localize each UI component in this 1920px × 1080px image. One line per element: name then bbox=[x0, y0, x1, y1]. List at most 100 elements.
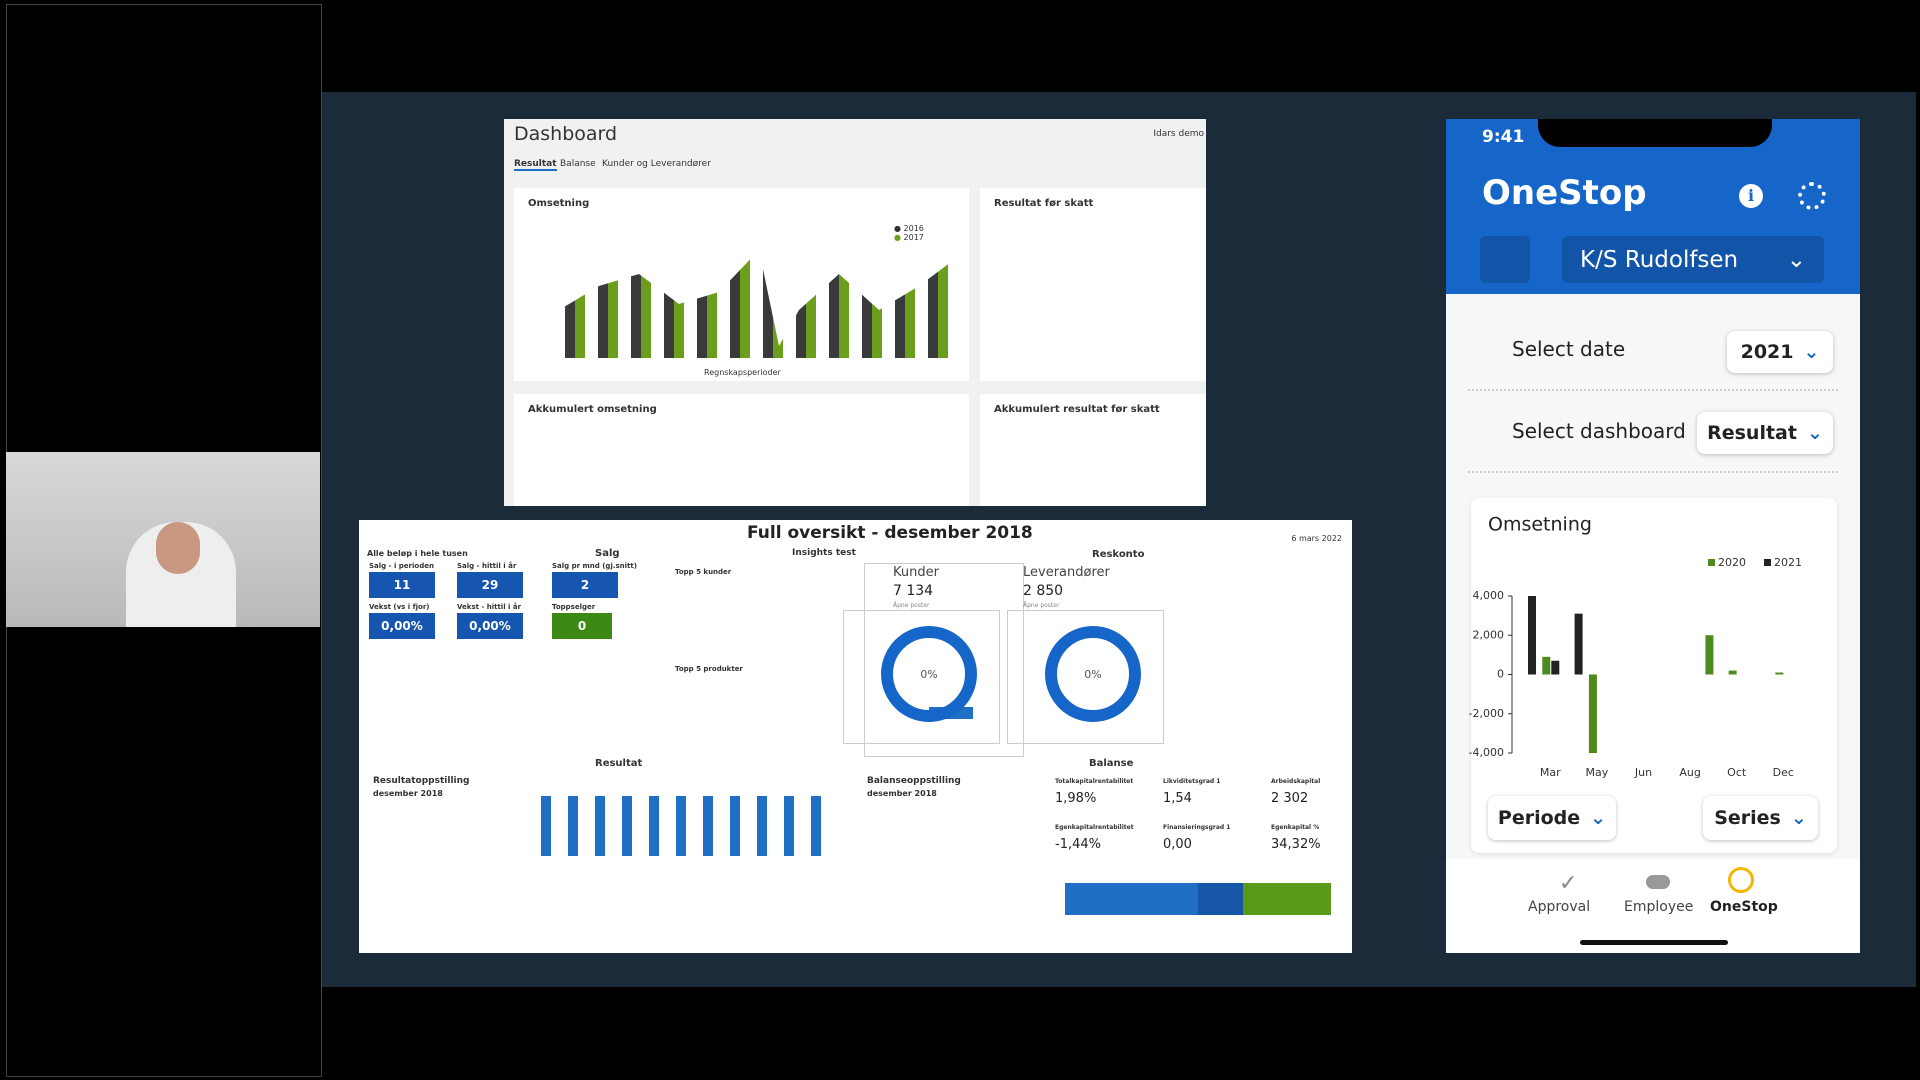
y-tick-label: 4,000 bbox=[1473, 589, 1505, 602]
y-tick-label: -2,000 bbox=[1469, 707, 1504, 720]
dash-label: Select dashboard bbox=[1512, 419, 1686, 443]
bar bbox=[1528, 596, 1536, 675]
ratio-label: Finansieringsgrad 1 bbox=[1163, 824, 1231, 831]
x-tick-label: Jun bbox=[1634, 766, 1652, 779]
chevron: ⌄ bbox=[1786, 246, 1806, 273]
webcam bbox=[6, 452, 320, 627]
list-title: Topp 5 kunder bbox=[675, 568, 732, 576]
panel: Akkumulert omsetning bbox=[514, 394, 969, 506]
kpi-value: 0,00% bbox=[457, 613, 523, 639]
ratio-value: 1,98% bbox=[1055, 791, 1097, 806]
y-tick-label: -4,000 bbox=[1469, 746, 1504, 759]
date: 6 mars 2022 bbox=[1291, 534, 1342, 543]
ratio-value: 1,54 bbox=[1163, 791, 1192, 806]
dashboard-window: Dashboard Idars demo Resultat Balanse Ku… bbox=[504, 119, 1206, 506]
section: Reskonto bbox=[1092, 549, 1145, 560]
dash-select[interactable]: Resultat ⌄ bbox=[1697, 412, 1833, 454]
legend-swatch bbox=[1764, 559, 1771, 566]
chart-title: Omsetning bbox=[1488, 514, 1592, 536]
kpi-label: Salg pr mnd (gj.snitt) bbox=[552, 562, 637, 570]
chevron: ⌄ bbox=[1803, 341, 1820, 363]
kpi-value: 2 bbox=[552, 572, 618, 598]
ratio-value: -1,44% bbox=[1055, 837, 1101, 852]
app-title: OneStop bbox=[1482, 173, 1647, 213]
periode-button[interactable]: Periode ⌄ bbox=[1488, 796, 1616, 840]
value: 2 850 bbox=[1023, 583, 1064, 599]
button-label: Series bbox=[1714, 807, 1781, 829]
sub: Åpne poster bbox=[893, 602, 930, 609]
sub: Åpne poster bbox=[1023, 602, 1060, 609]
bar bbox=[1551, 660, 1560, 675]
panel-title: Resultat før skatt bbox=[994, 198, 1094, 209]
bars-graphic bbox=[559, 250, 959, 358]
company-select[interactable]: K/S Rudolfsen ⌄ bbox=[1562, 236, 1824, 283]
group-button[interactable] bbox=[1480, 236, 1530, 283]
label: Leverandører bbox=[1023, 565, 1110, 580]
nav-icon: ✓ bbox=[1559, 871, 1578, 896]
bar bbox=[1542, 656, 1551, 675]
panel: Omsetning ● 2016 ● 2017 Regnskapsperioder bbox=[514, 188, 969, 381]
donut: 0% bbox=[881, 626, 977, 722]
section: Balanse bbox=[1089, 758, 1134, 769]
legend: ● 2016 ● 2017 bbox=[894, 224, 924, 242]
note: Alle beløp i hele tusen bbox=[367, 549, 468, 558]
x-tick-label: Mar bbox=[1540, 766, 1561, 779]
ratio-label: Likviditetsgrad 1 bbox=[1163, 778, 1221, 785]
table-sub: desember 2018 bbox=[373, 789, 443, 798]
bars-graphic bbox=[541, 796, 831, 856]
x-tick-label: Oct bbox=[1727, 766, 1747, 779]
kpi-label: Salg - i perioden bbox=[369, 562, 434, 570]
legend-entry: 2017 bbox=[903, 233, 924, 242]
table-title: Balanseoppstilling bbox=[867, 776, 961, 786]
tab: Balanse bbox=[560, 159, 596, 169]
legend-entry: 2021 bbox=[1774, 556, 1802, 569]
title: Dashboard bbox=[514, 123, 618, 145]
x-tick-label: May bbox=[1586, 766, 1609, 779]
nav-icon bbox=[1728, 867, 1754, 893]
kpi-label: Toppselger bbox=[552, 603, 596, 611]
axis-title: Regnskapsperioder bbox=[704, 368, 781, 377]
info-icon[interactable]: i bbox=[1739, 184, 1763, 208]
home-indicator bbox=[1580, 940, 1728, 945]
bar bbox=[1574, 613, 1583, 675]
overview-window: Full oversikt - desember 2018 6 mars 202… bbox=[359, 520, 1352, 953]
nav-item[interactable]: OneStop bbox=[1710, 899, 1778, 915]
panel-title: Omsetning bbox=[528, 198, 590, 209]
kpi-value: 0,00% bbox=[369, 613, 435, 639]
user: Idars demo bbox=[1153, 129, 1204, 139]
chevron: ⌄ bbox=[1806, 422, 1823, 444]
dash-value: Resultat bbox=[1707, 422, 1797, 444]
nav-item[interactable]: Employee bbox=[1624, 899, 1694, 915]
donut-box bbox=[843, 610, 1000, 744]
ratio-value: 2 302 bbox=[1271, 791, 1309, 806]
kpi-value: 29 bbox=[457, 572, 523, 598]
bar bbox=[1775, 672, 1784, 675]
donut-box bbox=[1007, 610, 1164, 744]
kpi-label: Vekst - hittil i år bbox=[457, 603, 522, 611]
date-value: 2021 bbox=[1740, 341, 1794, 363]
ratio-value: 34,32% bbox=[1271, 837, 1321, 852]
value: 7 134 bbox=[893, 583, 934, 599]
kpi-label: Vekst (vs i fjor) bbox=[369, 603, 430, 611]
nav-bar bbox=[1446, 859, 1860, 953]
section: Insights test bbox=[792, 548, 856, 558]
tab: Resultat bbox=[514, 159, 557, 171]
legend-swatch bbox=[1708, 559, 1715, 566]
chart: Omsetning 4,000 2,000 0 -2,000 -4,000 Mar May J… bbox=[1469, 514, 1802, 780]
notch bbox=[1538, 119, 1772, 147]
y-tick-label: 0 bbox=[1497, 668, 1504, 681]
phone: 9:41 OneStop i K/S Rudolfsen ⌄ Select dat… bbox=[1446, 119, 1860, 953]
nav-item[interactable]: Approval bbox=[1528, 899, 1591, 915]
ratio-label: Totalkapitalrentabilitet bbox=[1055, 778, 1134, 785]
donut: 0% bbox=[1045, 626, 1141, 722]
head bbox=[156, 522, 200, 574]
company: K/S Rudolfsen bbox=[1580, 246, 1739, 273]
series-button[interactable]: Series ⌄ bbox=[1703, 796, 1818, 840]
tab: Kunder og Leverandører bbox=[602, 159, 711, 169]
button-label: Periode bbox=[1497, 807, 1581, 829]
settings-icon[interactable] bbox=[1798, 182, 1826, 210]
section: Resultat bbox=[595, 758, 643, 769]
chevron: ⌄ bbox=[1590, 807, 1607, 829]
date-select[interactable]: 2021 ⌄ bbox=[1727, 331, 1833, 373]
